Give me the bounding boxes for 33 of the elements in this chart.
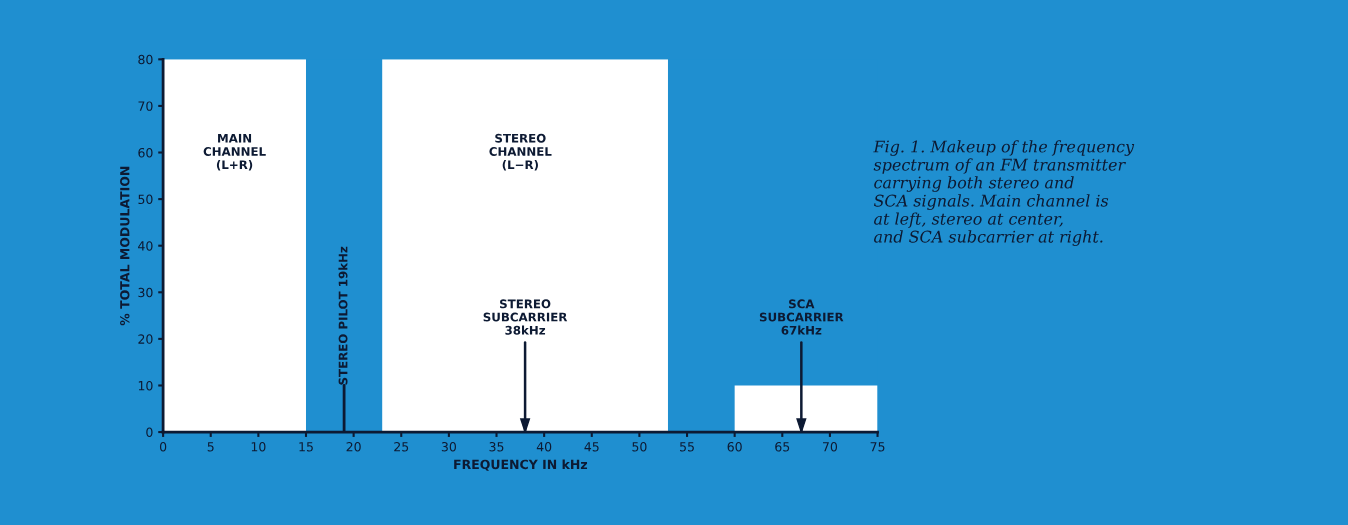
x-tick-label: 0 <box>159 442 167 452</box>
x-tick-label: 60 <box>727 442 742 452</box>
x-tick-label: 65 <box>775 442 790 452</box>
y-tick-label: 50 <box>138 194 153 205</box>
y-tick-label: 40 <box>138 241 153 251</box>
x-tick-label: 25 <box>394 442 409 452</box>
y-tick-label: 20 <box>138 334 153 344</box>
ref-line-label: STEREO SUBCARRIER 38kHz <box>483 299 568 335</box>
annotation: MAIN CHANNEL (L+R) <box>203 133 266 171</box>
x-tick-label: 30 <box>441 442 457 452</box>
x-tick-label: 5 <box>207 442 214 452</box>
y-tick-label: 60 <box>138 147 153 158</box>
x-tick-label: 40 <box>536 442 552 452</box>
ref-line-label: STEREO PILOT 19kHz <box>338 246 348 385</box>
x-axis-title: FREQUENCY IN kHz <box>454 459 588 471</box>
x-tick-label: 50 <box>632 442 647 452</box>
y-tick-label: 70 <box>138 101 153 111</box>
annotation: Fig. 1. Makeup of the frequency spectrum of an FM transmitter carrying both stereo and SCA signals. Main channel is at left, stereo at center, and SCA subcarrier at right. <box>873 140 1135 246</box>
x-tick-label: 70 <box>822 442 838 452</box>
x-tick-label: 55 <box>680 442 694 452</box>
y-tick-label: 80 <box>138 54 153 65</box>
x-tick-label: 45 <box>584 442 599 452</box>
x-tick-label: 10 <box>251 442 266 452</box>
y-tick-label: 0 <box>146 427 153 437</box>
y-tick-label: 10 <box>138 380 153 391</box>
y-axis-title: % TOTAL MODULATION <box>120 166 130 326</box>
x-tick-label: 20 <box>346 442 361 452</box>
x-tick-label: 15 <box>299 442 313 452</box>
x-tick-label: 35 <box>489 442 504 452</box>
y-tick-label: 30 <box>138 287 153 298</box>
ref-line-label: SCA SUBCARRIER 67kHz <box>759 299 844 335</box>
annotation: STEREO CHANNEL (L−R) <box>489 133 552 171</box>
x-tick-label: 75 <box>870 442 885 452</box>
